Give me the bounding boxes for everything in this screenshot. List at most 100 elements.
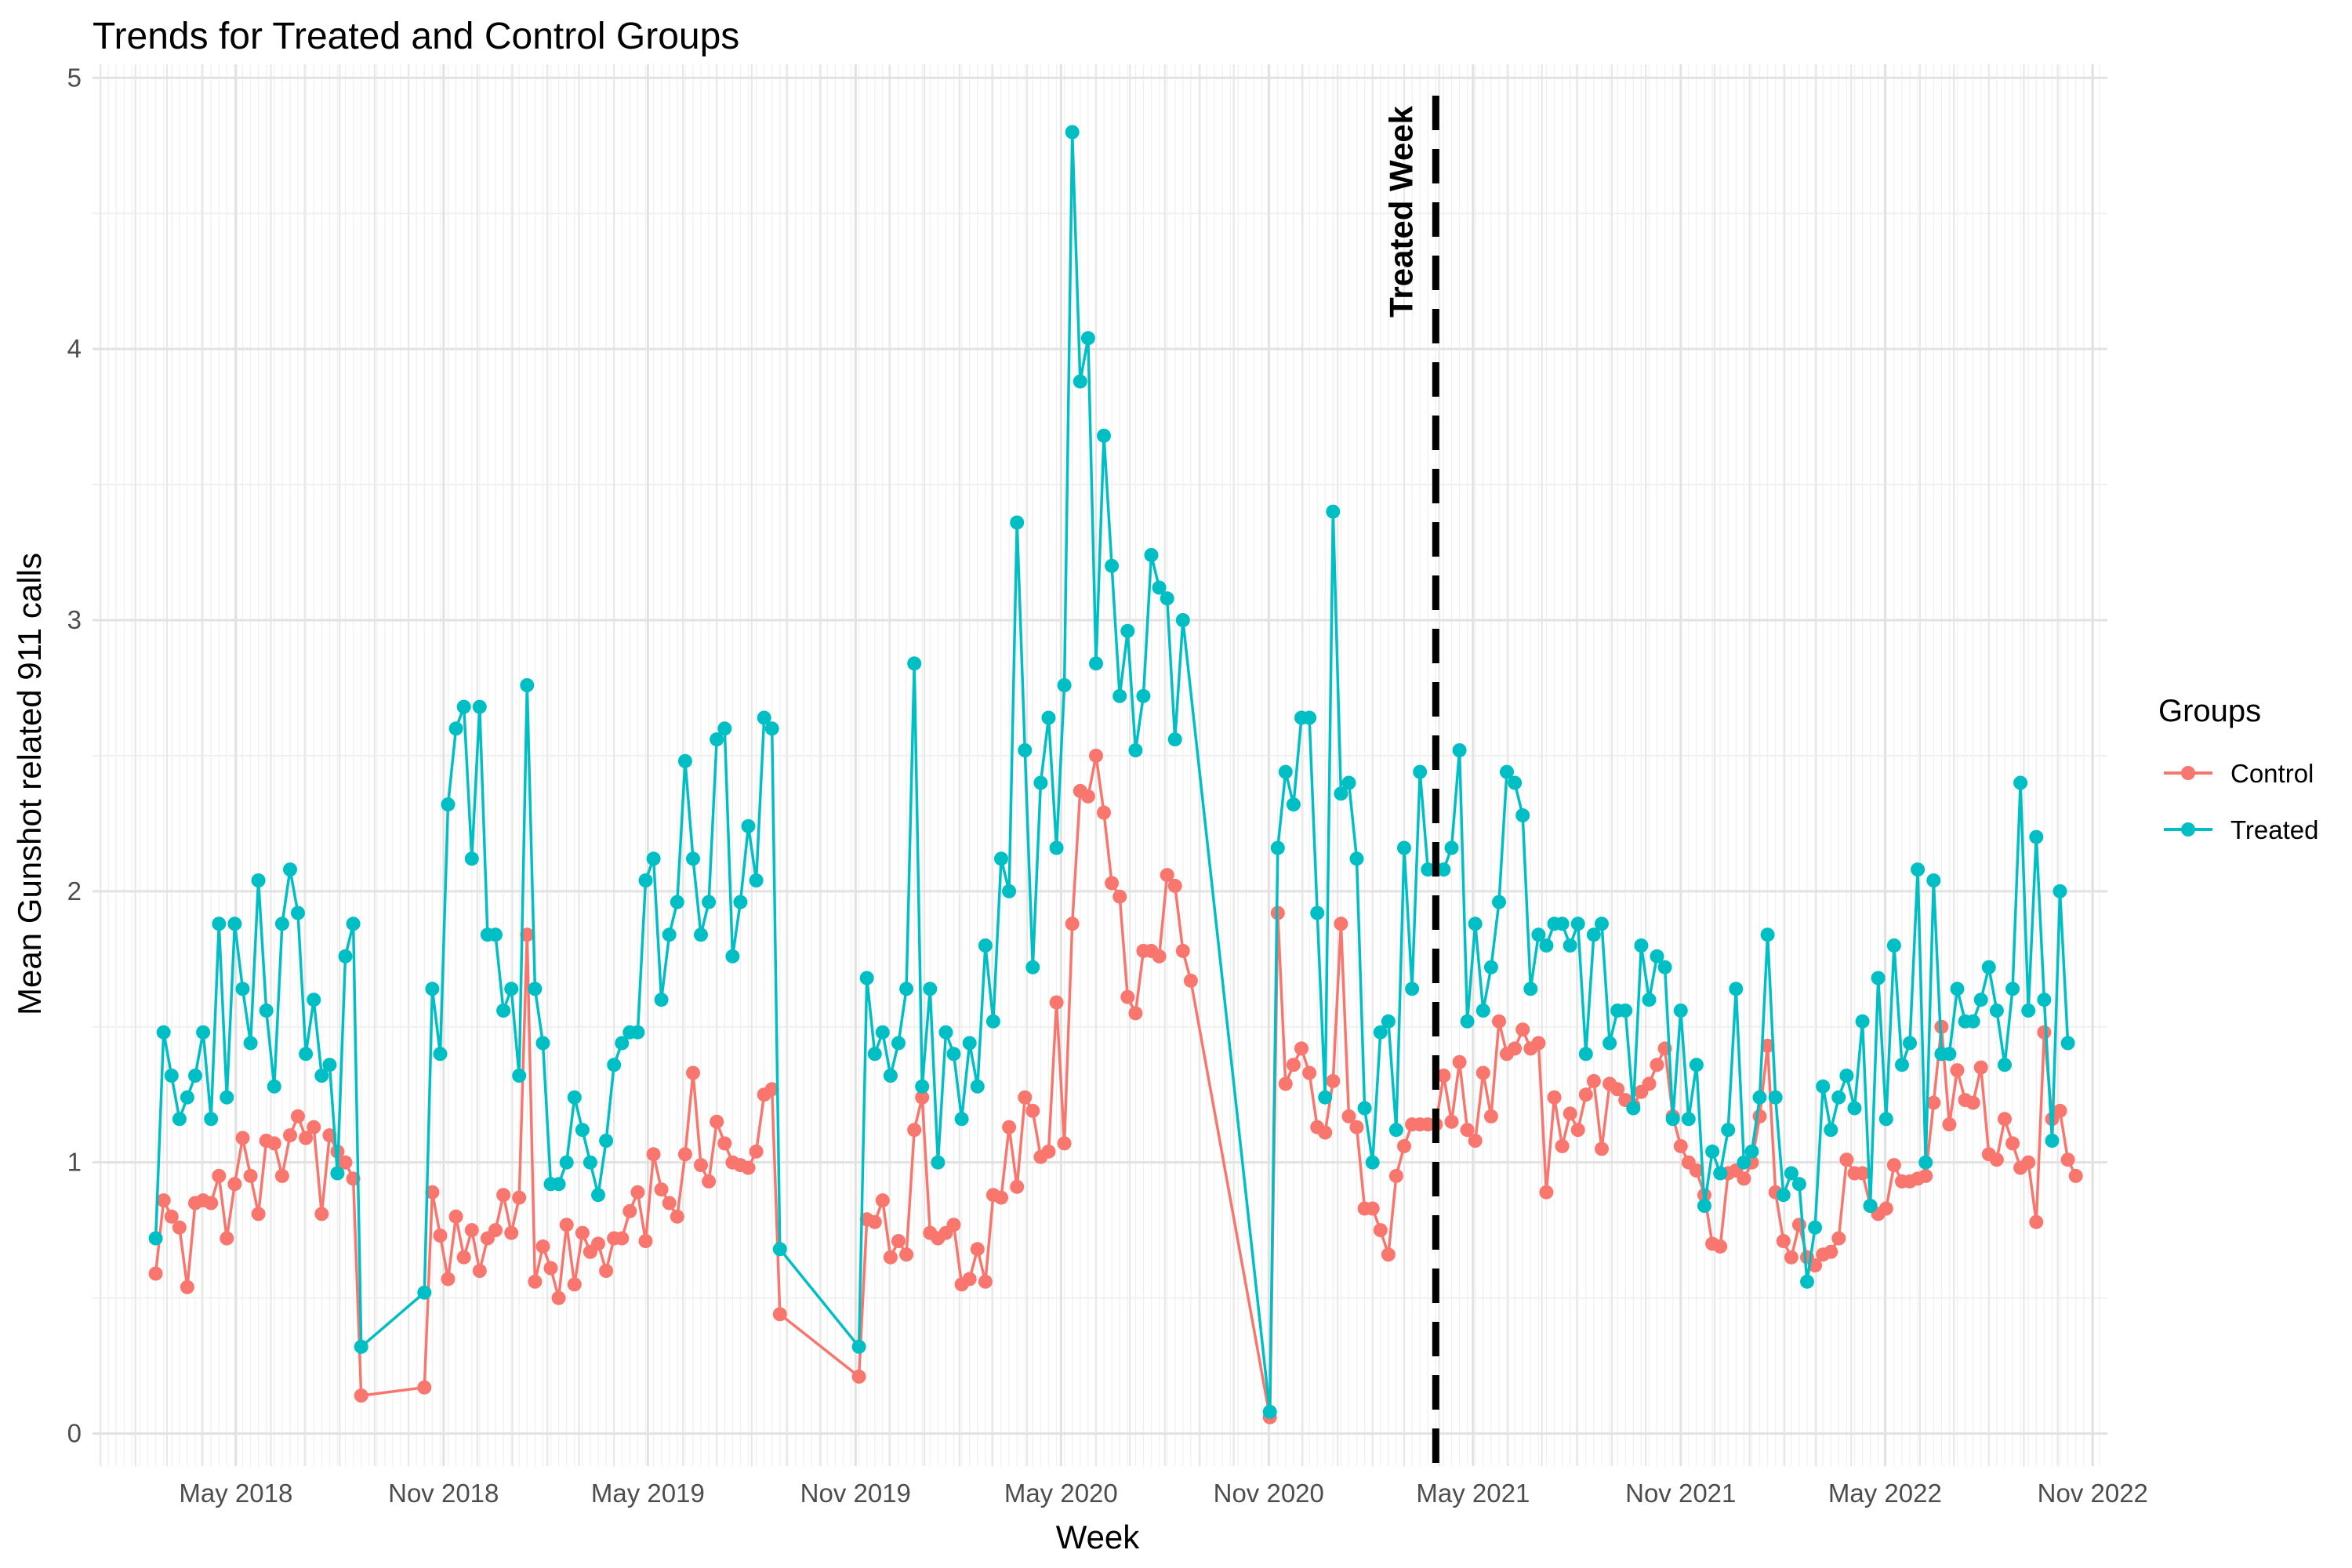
data-point-treated — [1334, 786, 1348, 801]
data-point-treated — [2053, 884, 2067, 898]
data-point-control — [488, 1223, 503, 1238]
data-point-treated — [2005, 982, 2020, 996]
data-point-control — [591, 1236, 605, 1251]
data-point-treated — [899, 982, 914, 996]
data-point-control — [2037, 1025, 2052, 1040]
data-point-control — [1886, 1158, 1901, 1173]
data-point-control — [1998, 1112, 2012, 1127]
x-tick-label: Nov 2018 — [388, 1479, 499, 1508]
data-point-control — [1563, 1106, 1577, 1121]
data-point-treated — [1089, 656, 1103, 671]
data-point-control — [677, 1147, 692, 1162]
data-point-treated — [575, 1123, 590, 1138]
data-point-treated — [456, 699, 471, 714]
legend-item-treated: Treated — [2164, 815, 2319, 844]
chart-title: Trends for Treated and Control Groups — [93, 16, 739, 57]
data-point-treated — [1824, 1123, 1838, 1138]
data-point-treated — [488, 927, 503, 942]
data-point-treated — [677, 753, 692, 768]
data-point-control — [299, 1131, 314, 1145]
data-point-treated — [1286, 797, 1301, 812]
x-tick-label: Nov 2020 — [1214, 1479, 1324, 1508]
data-point-control — [251, 1207, 266, 1221]
data-point-treated — [1965, 1014, 1980, 1029]
legend-title: Groups — [2158, 694, 2261, 728]
data-point-control — [710, 1114, 724, 1129]
data-point-control — [1950, 1063, 1965, 1078]
legend-label-control: Control — [2230, 759, 2314, 788]
data-point-control — [1808, 1258, 1823, 1273]
data-point-control — [1926, 1095, 1941, 1110]
data-point-treated — [1405, 982, 1420, 996]
data-point-treated — [1270, 840, 1285, 855]
data-point-control — [1097, 805, 1111, 820]
data-point-control — [1341, 1109, 1356, 1123]
data-point-control — [2068, 1168, 2083, 1183]
data-point-control — [1878, 1201, 1893, 1216]
data-point-control — [1167, 878, 1182, 893]
data-point-treated — [1752, 1090, 1767, 1105]
data-point-treated — [1657, 960, 1672, 975]
data-point-treated — [1689, 1058, 1704, 1073]
data-point-treated — [1808, 1220, 1823, 1235]
data-point-treated — [1878, 1112, 1893, 1127]
data-point-control — [1973, 1060, 1988, 1075]
data-point-treated — [1776, 1188, 1791, 1203]
data-point-control — [654, 1182, 669, 1197]
data-point-treated — [1768, 1090, 1783, 1105]
data-point-control — [867, 1214, 882, 1229]
data-point-control — [899, 1247, 914, 1262]
data-point-treated — [978, 938, 993, 953]
y-tick-label: 3 — [67, 605, 82, 634]
x-tick-label: May 2022 — [1828, 1479, 1942, 1508]
data-point-treated — [1650, 949, 1664, 964]
data-point-treated — [1475, 1004, 1490, 1018]
data-point-treated — [638, 873, 653, 887]
data-point-control — [441, 1272, 456, 1287]
data-point-treated — [299, 1047, 314, 1062]
data-point-treated — [962, 1036, 977, 1051]
data-point-control — [1452, 1054, 1467, 1069]
data-point-control — [567, 1277, 582, 1292]
data-point-control — [1610, 1082, 1625, 1097]
data-point-treated — [875, 1025, 890, 1040]
data-point-treated — [1468, 916, 1483, 931]
data-point-control — [543, 1261, 558, 1276]
data-point-treated — [867, 1047, 882, 1062]
data-point-treated — [464, 851, 479, 866]
data-point-control — [204, 1196, 219, 1210]
data-point-control — [2021, 1155, 2036, 1170]
data-point-treated — [512, 1069, 527, 1083]
data-point-control — [1570, 1123, 1585, 1138]
data-point-control — [1152, 949, 1167, 964]
data-point-control — [1286, 1058, 1301, 1073]
data-point-control — [1515, 1022, 1530, 1037]
data-point-control — [646, 1147, 661, 1162]
data-point-control — [1436, 1069, 1451, 1083]
data-point-control — [915, 1090, 930, 1105]
data-point-control — [496, 1188, 511, 1203]
data-point-treated — [188, 1069, 202, 1083]
annotation-layer: Treated Week — [1382, 96, 1439, 1482]
data-point-treated — [1460, 1014, 1475, 1029]
data-point-treated — [772, 1242, 787, 1257]
y-tick-label: 2 — [67, 877, 82, 906]
data-point-treated — [338, 949, 353, 964]
data-point-control — [1855, 1166, 1870, 1181]
data-point-control — [764, 1082, 779, 1097]
data-point-treated — [354, 1339, 368, 1354]
data-point-treated — [1531, 927, 1546, 942]
data-point-control — [1318, 1125, 1333, 1140]
data-point-control — [1018, 1090, 1033, 1105]
data-point-treated — [970, 1079, 985, 1094]
data-point-control — [1365, 1201, 1380, 1216]
data-point-treated — [725, 949, 740, 964]
y-tick-label: 1 — [67, 1148, 82, 1177]
data-point-treated — [1310, 906, 1325, 920]
data-point-treated — [1634, 938, 1649, 953]
data-point-control — [1492, 1014, 1506, 1029]
data-point-treated — [227, 916, 242, 931]
data-point-treated — [859, 971, 874, 985]
data-point-control — [883, 1250, 898, 1265]
data-point-treated — [1539, 938, 1554, 953]
